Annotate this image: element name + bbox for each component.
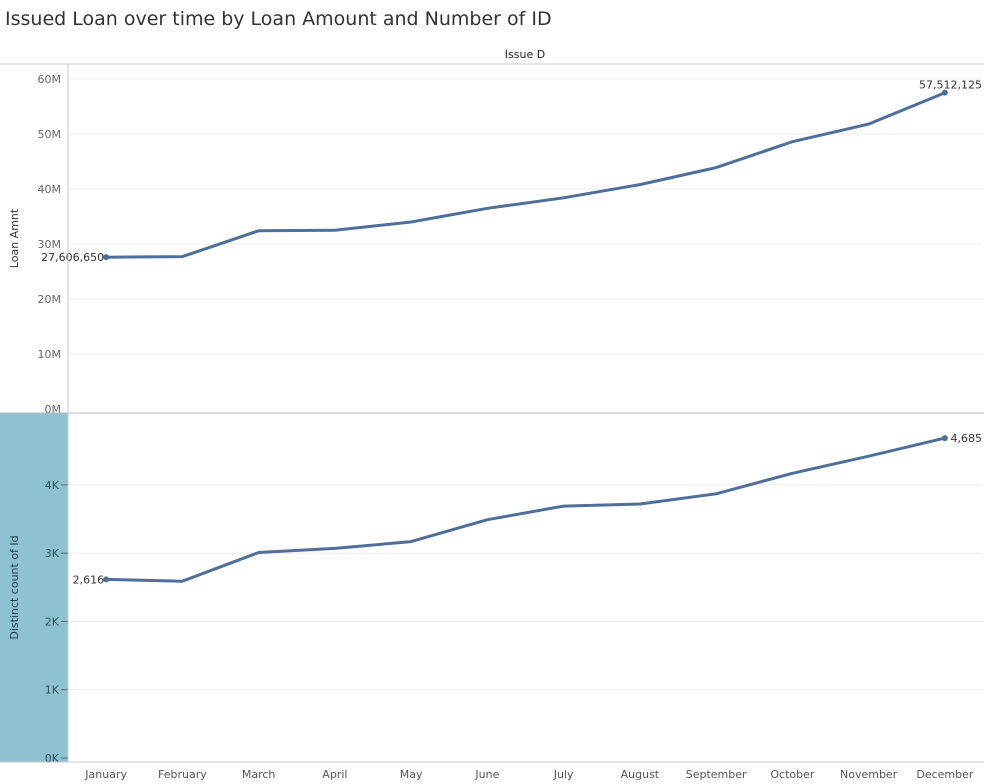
- y-tick-label: 40M: [38, 183, 62, 196]
- data-label-last: 4,685: [951, 432, 983, 445]
- y-tick-label: 3K: [45, 547, 60, 560]
- x-tick-label: March: [242, 768, 276, 781]
- y-tick-label: 30M: [38, 238, 62, 251]
- data-label-first: 27,606,650: [41, 251, 104, 264]
- x-tick-label: August: [621, 768, 660, 781]
- x-tick-label: April: [322, 768, 347, 781]
- y-tick-label: 2K: [45, 615, 60, 628]
- y-tick-label: 1K: [45, 684, 60, 697]
- axis-label-band: [0, 413, 68, 762]
- x-tick-label: November: [840, 768, 898, 781]
- y-tick-label: 4K: [45, 479, 60, 492]
- column-header: Issue D: [505, 48, 545, 61]
- x-tick-label: September: [686, 768, 747, 781]
- y-tick-label: 50M: [38, 128, 62, 141]
- x-tick-label: February: [158, 768, 207, 781]
- y-tick-label: 20M: [38, 293, 62, 306]
- x-tick-label: May: [400, 768, 423, 781]
- series-line: [106, 436, 946, 583]
- x-tick-label: December: [916, 768, 974, 781]
- x-tick-label: July: [553, 768, 574, 781]
- data-label-first: 2,616: [73, 573, 105, 586]
- x-tick-label: October: [770, 768, 814, 781]
- data-point: [103, 254, 110, 261]
- y-tick-label: 60M: [38, 73, 62, 86]
- chart-title: Issued Loan over time by Loan Amount and…: [5, 8, 552, 30]
- y-axis-label: Loan Amnt: [8, 208, 21, 268]
- data-label-last: 57,512,125: [919, 79, 982, 92]
- series-line: [106, 91, 946, 259]
- x-tick-label: June: [474, 768, 499, 781]
- y-tick-label: 0K: [45, 752, 60, 765]
- y-axis-label: Distinct count of Id: [8, 535, 21, 639]
- data-point: [941, 89, 948, 96]
- y-tick-label: 10M: [38, 348, 62, 361]
- x-tick-label: January: [84, 768, 127, 781]
- data-point: [103, 576, 110, 583]
- data-point: [941, 435, 948, 442]
